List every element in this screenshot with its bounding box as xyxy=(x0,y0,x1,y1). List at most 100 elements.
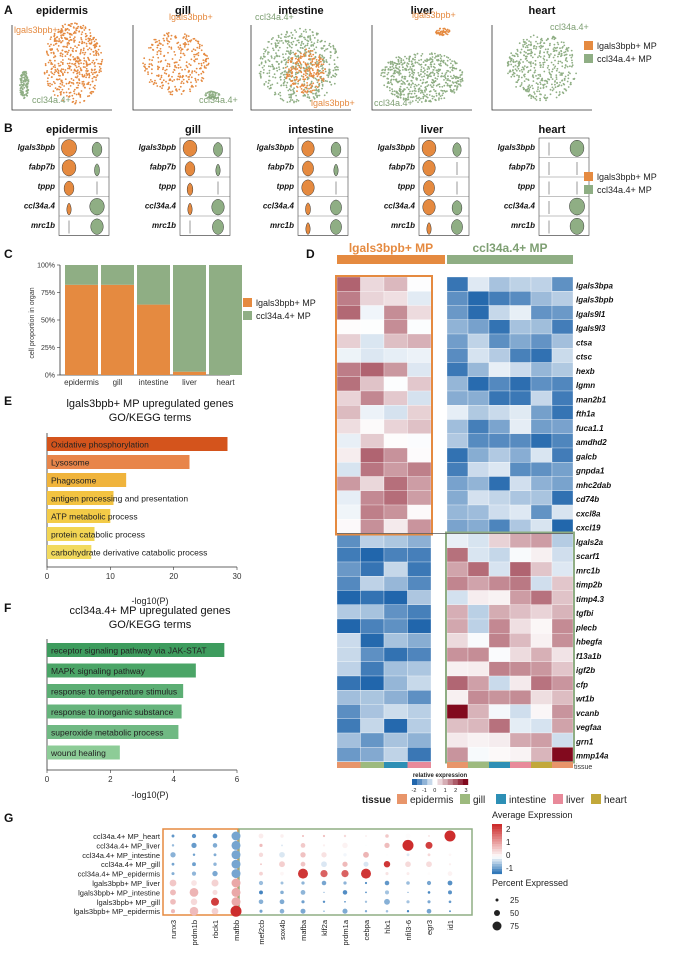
violin-shape xyxy=(61,159,77,177)
umap-point xyxy=(321,55,324,58)
heat-cell xyxy=(530,561,553,577)
heat-cell xyxy=(360,519,385,534)
umap-point xyxy=(546,59,548,62)
umap-point xyxy=(277,34,280,37)
umap-point xyxy=(453,88,455,91)
heat-cell xyxy=(407,362,432,377)
umap-point xyxy=(77,44,80,46)
umap-point xyxy=(400,93,403,96)
umap-point xyxy=(444,90,447,93)
umap-point xyxy=(46,53,49,55)
umap-point xyxy=(74,76,77,79)
umap-point xyxy=(144,63,146,66)
umap-point xyxy=(567,71,570,74)
umap-point xyxy=(61,72,64,75)
umap-point xyxy=(181,69,184,71)
dot-row-label: ccl34a.4+ MP_heart xyxy=(93,832,161,841)
dot xyxy=(302,835,304,837)
heat-cell xyxy=(446,590,469,605)
umap-point xyxy=(311,89,314,92)
umap-point xyxy=(562,72,564,74)
umap-point xyxy=(154,41,157,44)
umap-point xyxy=(410,60,413,63)
umap-point xyxy=(161,87,163,89)
umap-point xyxy=(59,40,61,42)
umap-point xyxy=(402,80,404,83)
heat-cell xyxy=(360,533,385,548)
heat-cell xyxy=(360,618,385,634)
umap-point xyxy=(267,82,270,84)
heat-cell xyxy=(488,433,511,449)
umap-point xyxy=(306,42,309,45)
heat-cell xyxy=(530,348,553,363)
colorbar-segment xyxy=(437,779,443,785)
umap-point xyxy=(177,46,180,48)
heat-cell xyxy=(336,675,361,691)
heat-cell xyxy=(336,661,361,677)
umap-point xyxy=(66,44,69,46)
umap-point xyxy=(319,58,321,61)
umap-point xyxy=(433,88,435,91)
umap-point xyxy=(325,59,328,61)
umap-point xyxy=(288,73,291,76)
umap-point xyxy=(64,78,67,81)
umap-point xyxy=(179,56,182,59)
umap-point xyxy=(313,97,316,100)
umap-point xyxy=(528,89,530,92)
umap-point xyxy=(57,45,60,47)
umap-point xyxy=(297,62,300,65)
umap-point xyxy=(194,49,197,51)
umap-point xyxy=(533,45,535,48)
umap-point xyxy=(311,75,314,78)
umap-point xyxy=(431,71,434,74)
heat-cell xyxy=(336,576,361,591)
umap-axis xyxy=(371,25,472,111)
panelF-bar-label: response to inorganic substance xyxy=(51,707,174,717)
umap-point xyxy=(428,100,430,102)
heat-cell xyxy=(360,604,385,620)
umap-point xyxy=(290,66,292,69)
umap-point xyxy=(61,49,64,52)
umap-point xyxy=(309,35,312,37)
umap-point xyxy=(298,69,301,72)
umap-point xyxy=(24,78,26,81)
umap-point xyxy=(213,97,216,100)
umap-point xyxy=(23,76,26,79)
umap-point xyxy=(162,84,165,87)
umap-point xyxy=(82,66,85,68)
umap-point xyxy=(309,53,312,56)
umap-point xyxy=(524,89,527,92)
panelE-xtick-label: 20 xyxy=(169,572,178,581)
dot xyxy=(385,872,389,876)
umap-point xyxy=(201,44,203,47)
heat-cell xyxy=(336,490,361,506)
umap-point xyxy=(393,93,396,96)
umap-point xyxy=(451,77,454,80)
umap-point xyxy=(51,72,54,75)
umap-point xyxy=(543,58,546,61)
umap-point xyxy=(53,73,55,76)
umap-point xyxy=(425,100,428,102)
umap-point xyxy=(292,40,295,43)
heat-tissue-cell xyxy=(337,762,361,768)
umap-point xyxy=(434,57,436,59)
umap-point xyxy=(56,94,59,97)
umap-label-2: ccl34a.4+ xyxy=(199,95,238,105)
umap-point xyxy=(543,61,546,64)
e-title-2: GO/KEGG terms xyxy=(109,412,192,424)
umap-point xyxy=(292,51,294,54)
umap-point xyxy=(54,69,57,71)
umap-point xyxy=(308,69,311,72)
umap-point xyxy=(287,35,289,38)
heat-tissue-cell xyxy=(552,762,573,768)
umap-point xyxy=(313,89,315,92)
umap-point xyxy=(315,33,318,36)
umap-point xyxy=(190,39,193,41)
umap-point xyxy=(276,44,279,47)
umap-point xyxy=(64,28,67,30)
umap-point xyxy=(551,70,553,73)
dot xyxy=(425,841,433,849)
umap-point xyxy=(275,67,278,70)
